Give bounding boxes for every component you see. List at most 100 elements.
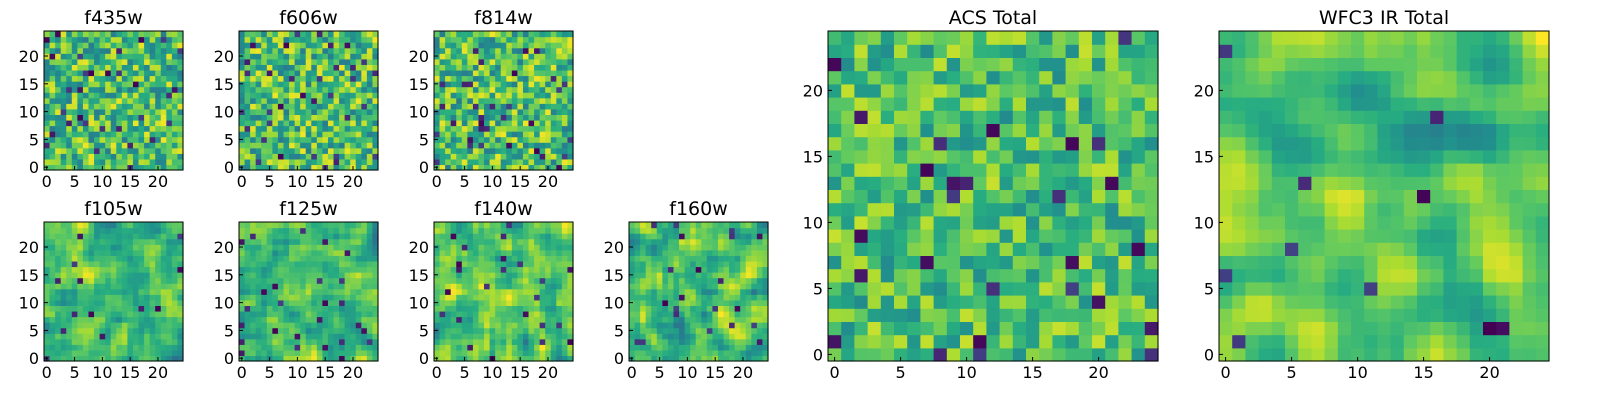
heatmap-cell: [339, 260, 346, 268]
heatmap-cell: [439, 349, 446, 357]
heatmap-cell: [366, 108, 374, 115]
heatmap-cell: [171, 222, 179, 229]
heatmap-cell: [684, 288, 691, 295]
heatmap-cell: [255, 277, 262, 284]
heatmap-cell: [478, 310, 485, 318]
heatmap-cell: [467, 47, 474, 54]
heatmap-cell: [434, 114, 441, 121]
heatmap-cell: [355, 47, 362, 54]
heatmap-cell: [534, 277, 541, 284]
y-tick-label: 0: [29, 349, 39, 368]
heatmap-cell: [166, 322, 173, 329]
heatmap-cell: [528, 266, 535, 273]
heatmap-cell: [695, 227, 702, 234]
heatmap-cell: [651, 222, 658, 229]
heatmap-cell: [366, 222, 374, 229]
heatmap-cell: [300, 255, 307, 262]
heatmap-cell: [751, 238, 758, 245]
heatmap-cell: [880, 281, 895, 296]
heatmap-cell: [250, 114, 257, 121]
heatmap-cell: [82, 58, 90, 65]
heatmap-cell: [734, 244, 741, 251]
heatmap-cell: [561, 294, 569, 301]
heatmap-cell: [110, 277, 117, 284]
heatmap-cell: [640, 310, 647, 318]
heatmap-cell: [478, 53, 485, 60]
heatmap-cell: [1131, 255, 1146, 270]
heatmap-cell: [333, 81, 340, 88]
heatmap-cell: [327, 36, 335, 43]
heatmap-cell: [344, 227, 351, 234]
heatmap-cell: [60, 227, 67, 234]
heatmap-cell: [138, 75, 145, 82]
heatmap-cell: [472, 255, 480, 262]
heatmap-cell: [946, 334, 961, 349]
heatmap-cell: [439, 288, 446, 295]
heatmap-cell: [316, 344, 323, 351]
heatmap-cell: [250, 136, 257, 143]
heatmap-cell: [1012, 281, 1027, 296]
heatmap-cell: [272, 153, 279, 160]
heatmap-cell: [138, 103, 145, 110]
heatmap-cell: [517, 125, 524, 132]
heatmap-cell: [82, 31, 90, 38]
heatmap-cell: [339, 255, 346, 262]
heatmap-cell: [745, 310, 752, 318]
heatmap-cell: [522, 58, 530, 65]
heatmap-cell: [283, 227, 290, 234]
heatmap-cell: [439, 114, 446, 121]
heatmap-cell: [528, 255, 535, 262]
heatmap-cell: [695, 283, 702, 290]
heatmap-cell: [277, 272, 285, 279]
heatmap-cell: [717, 305, 725, 312]
heatmap-cell: [289, 288, 296, 295]
heatmap-cell: [344, 349, 351, 357]
heatmap-cell: [244, 349, 251, 357]
heatmap-cell: [522, 349, 530, 357]
heatmap-cell: [283, 53, 290, 60]
heatmap-cell: [545, 42, 552, 49]
heatmap-cell: [138, 255, 145, 262]
heatmap-cell: [880, 136, 895, 151]
heatmap-cell: [121, 266, 128, 273]
heatmap-cell: [561, 227, 569, 234]
heatmap-cell: [60, 131, 67, 138]
x-tick-label: 5: [459, 363, 469, 382]
heatmap-cell: [355, 158, 362, 166]
heatmap-cell: [723, 305, 730, 312]
heatmap-cell: [44, 58, 51, 65]
heatmap-cell: [244, 86, 251, 93]
heatmap-cell: [472, 344, 480, 351]
heatmap-cell: [723, 222, 730, 229]
heatmap-cell: [250, 125, 257, 132]
heatmap-cell: [49, 288, 56, 295]
heatmap-cell: [854, 308, 869, 322]
heatmap-cell: [266, 272, 273, 279]
heatmap-cell: [556, 305, 563, 312]
heatmap-cell: [372, 47, 379, 54]
heatmap-cell: [99, 338, 106, 345]
heatmap-cell: [539, 272, 546, 279]
heatmap-cell: [82, 222, 90, 229]
heatmap-cell: [305, 299, 312, 306]
heatmap-cell: [94, 227, 101, 234]
heatmap-cell: [366, 249, 374, 256]
heatmap-cell: [366, 344, 374, 351]
heatmap-cell: [116, 164, 123, 171]
heatmap-cell: [300, 288, 307, 295]
heatmap-cell: [1144, 149, 1159, 164]
heatmap-cell: [372, 338, 379, 345]
heatmap-cell: [132, 244, 140, 251]
heatmap-cell: [94, 64, 101, 71]
heatmap-cell: [662, 288, 669, 295]
heatmap-cell: [49, 255, 56, 262]
heatmap-cell: [534, 147, 541, 154]
heatmap-cell: [239, 114, 246, 121]
heatmap-cell: [495, 31, 502, 38]
heatmap-cell: [60, 338, 67, 345]
heatmap-cell: [294, 222, 301, 229]
x-tick-label: 0: [432, 172, 442, 191]
heatmap-cell: [489, 158, 496, 166]
heatmap-cell: [467, 92, 474, 99]
heatmap-cell: [539, 75, 546, 82]
